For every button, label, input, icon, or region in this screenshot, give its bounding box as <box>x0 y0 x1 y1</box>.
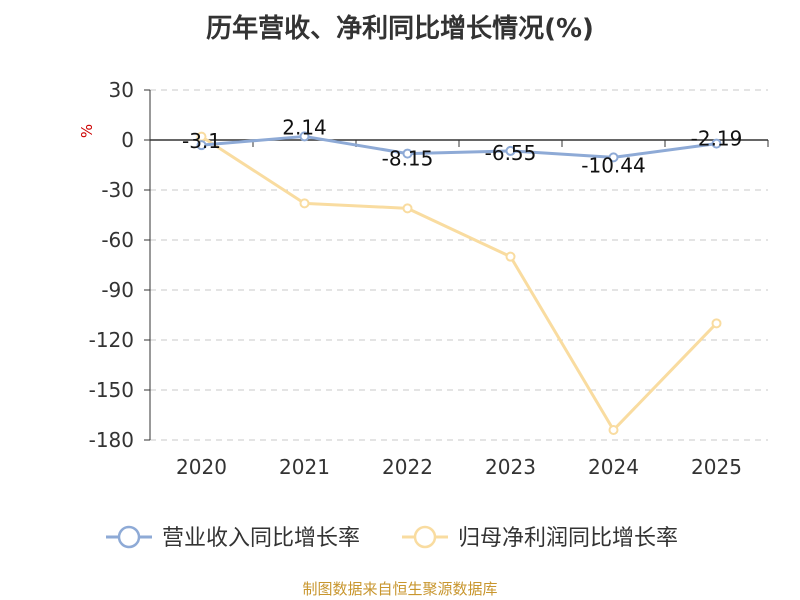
legend-label: 归母净利润同比增长率 <box>458 526 678 551</box>
data-point <box>608 425 619 435</box>
data-labels: -3.1 2.14 -8.15 -6.55 -10.44 -2.19 <box>182 115 742 177</box>
legend-marker <box>117 525 141 549</box>
x-tick-label: 2023 <box>485 455 536 479</box>
data-label: -10.44 <box>581 153 645 177</box>
legend-marker <box>413 525 437 549</box>
y-tick-label: 0 <box>121 128 134 152</box>
y-tick-label: 30 <box>109 78 134 102</box>
legend-label: 营业收入同比增长率 <box>162 526 360 551</box>
data-label: -8.15 <box>382 147 434 171</box>
y-tick-label: -180 <box>89 428 134 452</box>
y-tick-label: -30 <box>101 178 134 202</box>
y-tick-label: -120 <box>89 328 134 352</box>
data-label: -6.55 <box>485 141 537 165</box>
y-tick-label: -60 <box>101 228 134 252</box>
data-point <box>711 138 722 149</box>
data-point <box>299 198 310 209</box>
grid-lines <box>150 89 768 441</box>
data-label: -2.19 <box>691 127 743 151</box>
data-label: -3.1 <box>182 129 221 153</box>
series-lines <box>196 131 722 435</box>
data-label: 2.14 <box>282 115 327 139</box>
data-point <box>402 203 413 214</box>
x-tick-label: 2024 <box>588 455 639 479</box>
source-note: 制图数据来自恒生聚源数据库 <box>302 580 498 598</box>
chart-title: 历年营收、净利同比增长情况(%) <box>206 14 594 44</box>
data-point <box>711 318 722 329</box>
data-point <box>299 131 310 142</box>
x-tick-label: 2021 <box>279 455 330 479</box>
data-point <box>402 148 413 159</box>
data-point <box>505 145 516 156</box>
y-tick-label: -90 <box>101 278 134 302</box>
data-point <box>196 140 207 151</box>
x-tick-label: 2022 <box>382 455 433 479</box>
series-line <box>200 135 718 432</box>
y-tick-label: -150 <box>89 378 134 402</box>
axes: 30 0 -30 -60 -90 -120 -150 -180% 2020 2021 2022 202… <box>78 78 769 479</box>
data-point <box>505 251 516 262</box>
data-point <box>608 152 619 163</box>
x-tick-label: 2020 <box>176 455 227 479</box>
x-tick-label: 2025 <box>691 455 742 479</box>
legend: 营业收入同比增长率 归母净利润同比增长率 <box>106 525 678 551</box>
y-axis-label: % <box>78 124 96 138</box>
series-line <box>201 134 717 159</box>
